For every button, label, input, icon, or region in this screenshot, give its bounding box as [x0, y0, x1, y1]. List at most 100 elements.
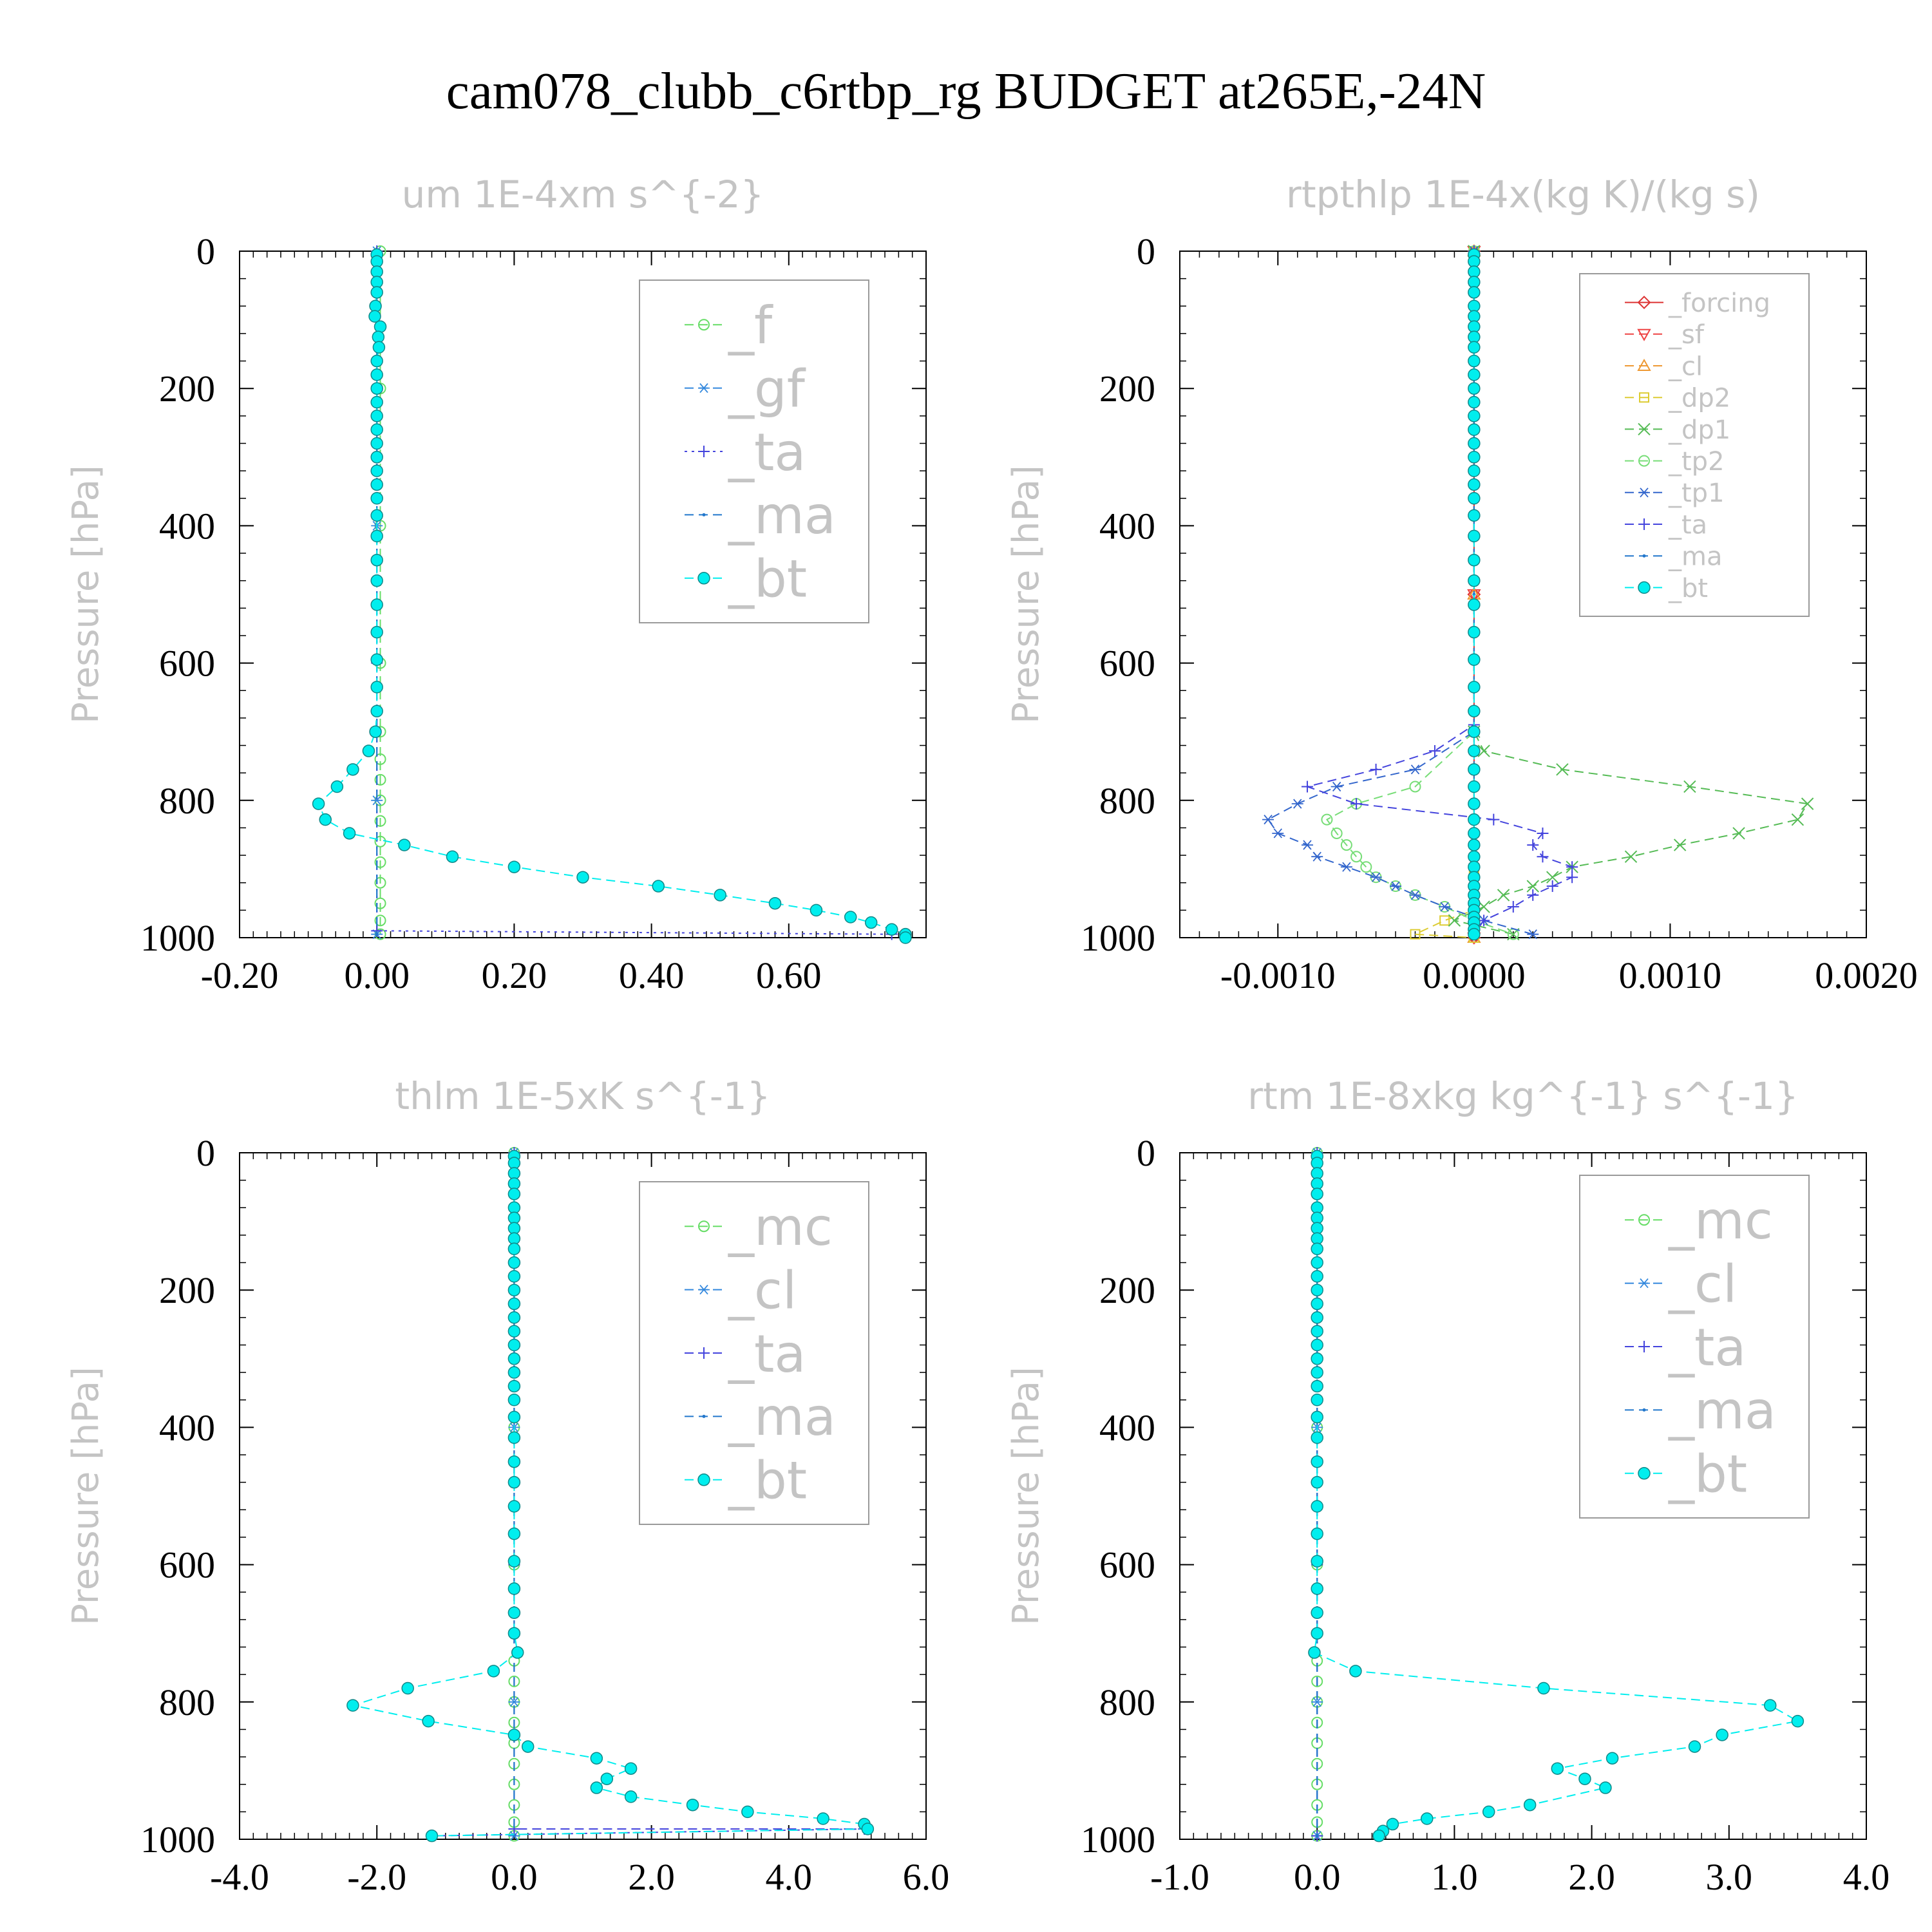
data-point [1468, 451, 1481, 464]
data-point [1801, 797, 1814, 810]
data-point [885, 923, 898, 936]
y-tick-label: 600 [159, 643, 215, 685]
legend-marker [1637, 358, 1651, 371]
data-point [1350, 851, 1363, 863]
data-point [1468, 286, 1481, 299]
data-point [1409, 781, 1421, 793]
data-point [1468, 705, 1481, 717]
legend-label: _gf [728, 359, 806, 419]
data-point [1311, 1431, 1323, 1444]
data-point [1409, 764, 1421, 775]
data-point [1468, 464, 1481, 477]
data-point [401, 1681, 414, 1695]
legend-label: _dp2 [1668, 384, 1730, 413]
data-point [1331, 781, 1343, 792]
data-point [507, 1431, 521, 1444]
y-axis-label: Pressure [hPa] [1005, 465, 1047, 724]
legend-marker [1638, 1341, 1650, 1352]
data-point [507, 1242, 521, 1255]
data-point [1311, 1270, 1323, 1283]
legend-label: _cl [1668, 1254, 1737, 1314]
legend-marker [1638, 1214, 1650, 1226]
data-point [1311, 1366, 1323, 1379]
data-point [370, 529, 383, 543]
data-point [1791, 813, 1804, 826]
x-tick-label: 4.0 [766, 1856, 813, 1898]
data-point [507, 1297, 521, 1311]
data-point [1527, 929, 1539, 940]
data-point [1468, 574, 1481, 587]
data-point [1311, 1582, 1323, 1595]
data-point [1683, 780, 1696, 793]
legend-marker [698, 1347, 710, 1359]
data-point [507, 1455, 521, 1468]
data-point [374, 914, 386, 927]
data-point [590, 1781, 603, 1794]
series-group [1308, 1147, 1804, 1842]
data-point [1311, 1256, 1323, 1269]
legend-label: _ma [1668, 1381, 1776, 1441]
data-point [319, 813, 332, 826]
data-point [1386, 1817, 1399, 1831]
legend-marker [698, 1285, 710, 1295]
data-point [370, 681, 383, 694]
data-point [1311, 851, 1323, 862]
data-point [1537, 851, 1549, 863]
legend: _f_gf_ta_ma_bt [639, 279, 869, 623]
data-point [1732, 827, 1745, 840]
data-point [1311, 1297, 1323, 1311]
data-point [507, 1527, 521, 1540]
series-group [346, 1147, 875, 1842]
data-point [1372, 1829, 1385, 1842]
y-axis-label: Pressure [hPa] [65, 1367, 107, 1625]
data-point [1468, 423, 1481, 436]
data-point [1497, 889, 1510, 902]
data-point [1311, 1555, 1323, 1568]
data-point [507, 1627, 521, 1640]
data-point [521, 1740, 535, 1753]
data-point [600, 1772, 614, 1785]
legend-label: _cl [1668, 352, 1703, 381]
data-point [370, 451, 383, 464]
data-point [346, 763, 359, 776]
y-tick-label: 400 [1099, 505, 1155, 547]
x-tick-label: 0.0000 [1423, 954, 1526, 996]
data-point [1439, 902, 1451, 912]
series-line [1305, 251, 1573, 935]
y-tick-label: 200 [1099, 1269, 1155, 1311]
data-point [1468, 437, 1481, 450]
data-point [1527, 889, 1539, 901]
legend-marker [702, 513, 706, 516]
data-point [374, 856, 386, 868]
data-point [1468, 341, 1481, 354]
data-point [374, 753, 386, 765]
data-point [1477, 744, 1490, 757]
data-point [1791, 1714, 1804, 1728]
legend-label: _ma [1668, 542, 1722, 572]
data-point [1311, 1338, 1323, 1352]
data-point [507, 1325, 521, 1338]
data-point [374, 320, 387, 334]
x-tick-label: 0.0 [491, 1856, 538, 1898]
legend-marker [698, 383, 710, 393]
data-point [1478, 914, 1490, 927]
data-point [1308, 1646, 1321, 1659]
data-point [425, 1829, 439, 1842]
x-tick-label: 0.0 [1294, 1856, 1341, 1898]
data-point [1301, 840, 1313, 850]
data-point [312, 797, 325, 810]
y-tick-label: 0 [196, 1132, 215, 1174]
data-point [714, 889, 726, 902]
data-point [346, 1699, 359, 1712]
y-tick-label: 400 [159, 505, 215, 547]
data-point [370, 509, 383, 522]
data-point [1311, 1379, 1323, 1393]
legend-box [1579, 273, 1810, 617]
data-point [422, 1714, 435, 1728]
series-line [1452, 251, 1809, 935]
data-point [864, 916, 878, 929]
legend-label: _bt [1668, 1444, 1747, 1504]
y-tick-label: 600 [1099, 643, 1155, 685]
data-point [1688, 1740, 1701, 1753]
data-point [1311, 1242, 1323, 1255]
